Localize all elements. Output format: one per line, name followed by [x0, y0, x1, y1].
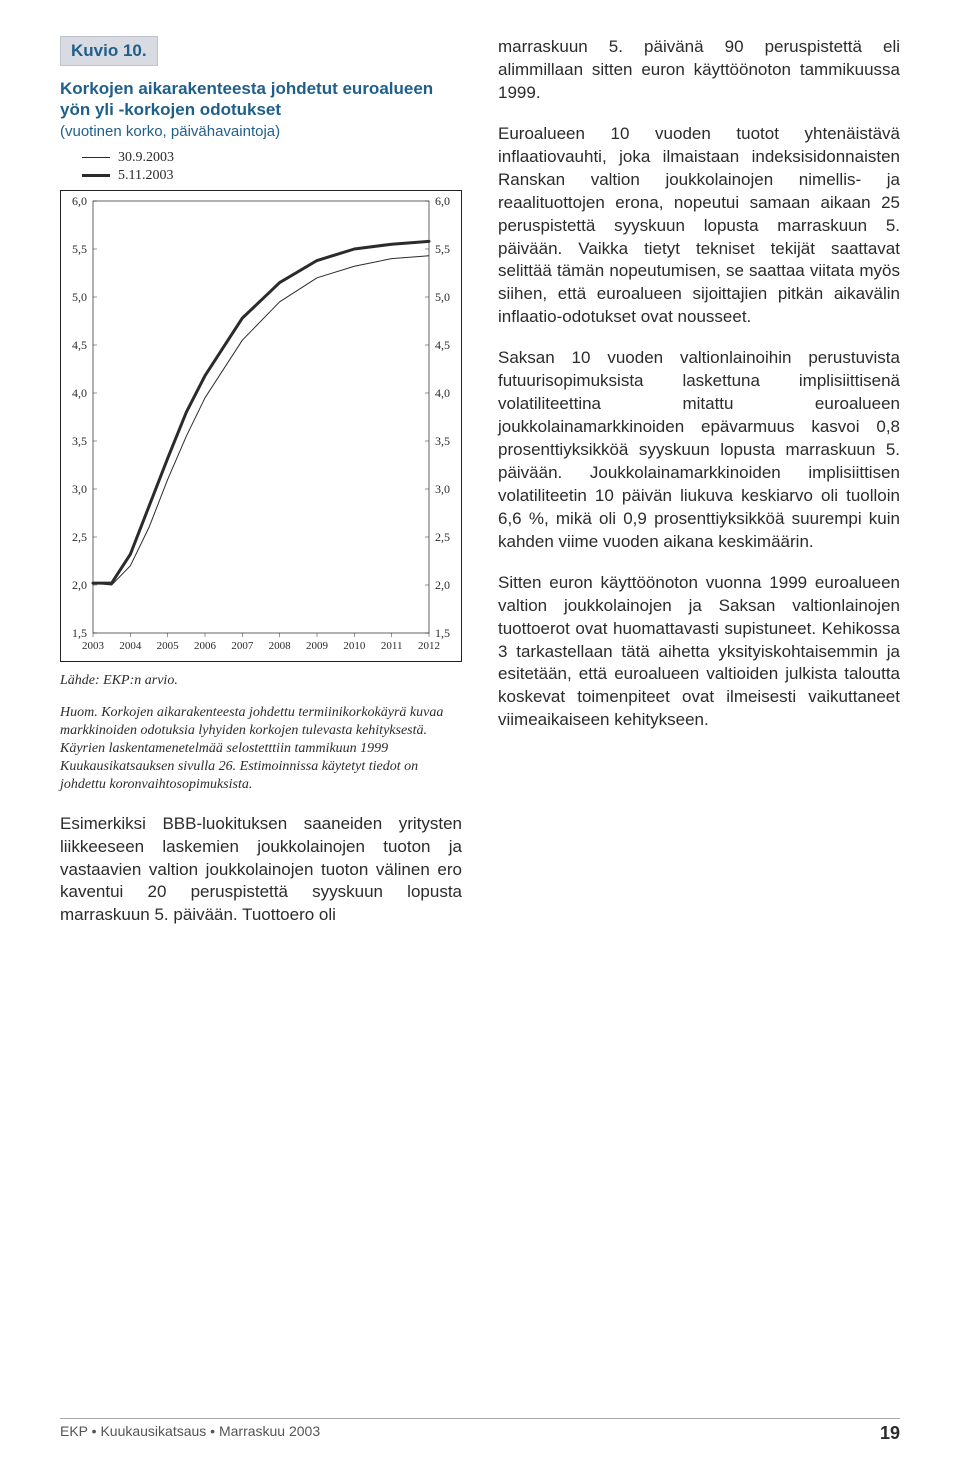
legend-row: 5.11.2003	[82, 168, 462, 184]
left-column: Kuvio 10. Korkojen aikarakenteesta johde…	[60, 36, 462, 945]
two-column-layout: Kuvio 10. Korkojen aikarakenteesta johde…	[60, 36, 900, 945]
svg-text:3,0: 3,0	[435, 482, 450, 496]
body-paragraph: Sitten euron käyttöönoton vuonna 1999 eu…	[498, 572, 900, 733]
svg-text:2009: 2009	[306, 640, 329, 652]
svg-text:1,5: 1,5	[72, 626, 87, 640]
page: Kuvio 10. Korkojen aikarakenteesta johde…	[0, 0, 960, 1466]
footer-text: EKP • Kuukausikatsaus • Marraskuu 2003	[60, 1423, 320, 1444]
svg-text:4,5: 4,5	[435, 338, 450, 352]
svg-text:5,5: 5,5	[435, 242, 450, 256]
right-column: marraskuun 5. päivänä 90 peruspistettä e…	[498, 36, 900, 945]
legend-label: 30.9.2003	[118, 150, 174, 166]
svg-text:2010: 2010	[343, 640, 366, 652]
svg-text:5,5: 5,5	[72, 242, 87, 256]
svg-text:2,0: 2,0	[435, 578, 450, 592]
legend-label: 5.11.2003	[118, 168, 173, 184]
body-paragraph: Saksan 10 vuoden valtionlainoihin perust…	[498, 347, 900, 553]
figure-subtitle: (vuotinen korko, päivähavaintoja)	[60, 123, 462, 140]
legend-line-icon	[82, 157, 110, 158]
svg-text:3,5: 3,5	[435, 434, 450, 448]
figure-note: Huom. Korkojen aikarakenteesta johdettu …	[60, 704, 462, 795]
svg-text:6,0: 6,0	[435, 194, 450, 208]
svg-text:2003: 2003	[82, 640, 105, 652]
body-paragraph: marraskuun 5. päivänä 90 peruspistettä e…	[498, 36, 900, 105]
svg-text:2012: 2012	[418, 640, 440, 652]
svg-text:4,0: 4,0	[435, 386, 450, 400]
svg-text:2006: 2006	[194, 640, 217, 652]
figure-title: Korkojen aikarakenteesta johdetut euroal…	[60, 78, 462, 121]
svg-text:3,0: 3,0	[72, 482, 87, 496]
legend-line-icon	[82, 174, 110, 177]
chart-legend: 30.9.2003 5.11.2003	[82, 150, 462, 184]
legend-row: 30.9.2003	[82, 150, 462, 166]
svg-text:1,5: 1,5	[435, 626, 450, 640]
body-paragraph: Euroalueen 10 vuoden tuotot yhtenäistävä…	[498, 123, 900, 329]
svg-text:6,0: 6,0	[72, 194, 87, 208]
page-number: 19	[880, 1423, 900, 1444]
svg-text:2008: 2008	[269, 640, 292, 652]
chart-container: 6,0 6,0 5,5 5,5 5,0 5,0 4,5 4,5 4,0 4,0 3,5 3,5 3,0 3…	[60, 190, 462, 662]
body-paragraph: Esimerkiksi BBB-luokituksen saaneiden yr…	[60, 813, 462, 928]
page-footer: EKP • Kuukausikatsaus • Marraskuu 2003 1…	[60, 1418, 900, 1444]
svg-text:4,0: 4,0	[72, 386, 87, 400]
svg-text:2,5: 2,5	[72, 530, 87, 544]
svg-text:4,5: 4,5	[72, 338, 87, 352]
svg-text:2004: 2004	[119, 640, 142, 652]
svg-text:2,5: 2,5	[435, 530, 450, 544]
svg-text:2011: 2011	[381, 640, 403, 652]
figure-label: Kuvio 10.	[60, 36, 158, 66]
svg-text:5,0: 5,0	[435, 290, 450, 304]
svg-text:2005: 2005	[157, 640, 180, 652]
svg-text:2,0: 2,0	[72, 578, 87, 592]
line-chart: 6,0 6,0 5,5 5,5 5,0 5,0 4,5 4,5 4,0 4,0 3,5 3,5 3,0 3…	[61, 191, 461, 661]
figure-source: Lähde: EKP:n arvio.	[60, 672, 462, 690]
svg-text:2007: 2007	[231, 640, 254, 652]
svg-text:5,0: 5,0	[72, 290, 87, 304]
svg-text:3,5: 3,5	[72, 434, 87, 448]
